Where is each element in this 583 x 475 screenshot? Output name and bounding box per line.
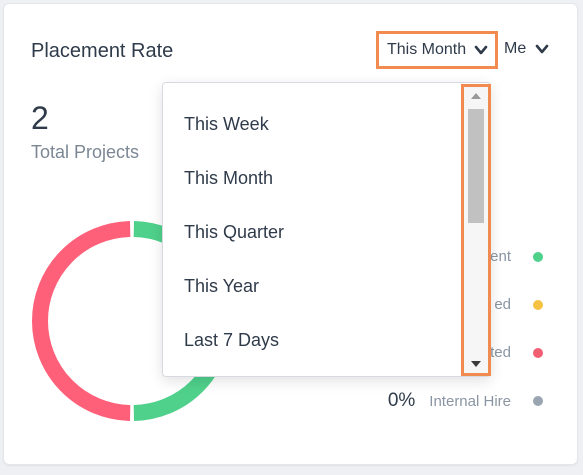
total-projects-label: Total Projects [31, 142, 140, 162]
dropdown-option[interactable]: This Year [184, 276, 260, 296]
legend-row: ed [480, 296, 543, 313]
legend-percent: 0% [387, 390, 416, 411]
triangle-down-icon[interactable] [471, 361, 481, 367]
legend-dot-red [533, 347, 543, 358]
legend-label: Internal Hire [429, 392, 511, 410]
donut-segment-rejected [32, 221, 131, 421]
legend-row: ted [476, 344, 543, 361]
chevron-down-icon [474, 45, 488, 55]
card-title: Placement Rate [31, 40, 174, 62]
triangle-up-icon[interactable] [471, 93, 481, 99]
legend-label: ted [490, 344, 511, 361]
dropdown-option[interactable]: This Week [184, 114, 269, 134]
legend-label: ent [490, 248, 511, 265]
period-dropdown-label: This Month [387, 41, 467, 58]
dropdown-option[interactable]: This Quarter [184, 222, 285, 242]
owner-dropdown[interactable]: Me [504, 40, 549, 58]
dropdown-option[interactable]: Last 7 Days [184, 330, 280, 350]
dropdown-option[interactable]: This Month [184, 168, 274, 188]
owner-dropdown-label: Me [504, 40, 527, 57]
legend-dot-yellow [533, 299, 543, 310]
total-projects-value: 2 [31, 100, 49, 136]
period-dropdown-menu: This Week This Month This Quarter This Y… [162, 82, 491, 377]
legend-row: 0% Internal Hire [388, 390, 543, 412]
legend-dot-green [533, 251, 543, 262]
dropdown-scrollbar[interactable] [461, 84, 491, 376]
legend-dot-gray [533, 396, 543, 406]
legend-label: ed [494, 296, 511, 313]
chevron-down-icon [535, 44, 549, 54]
scrollbar-thumb[interactable] [468, 109, 484, 223]
period-dropdown[interactable]: This Month [376, 31, 498, 69]
legend-row: ent [476, 248, 543, 265]
